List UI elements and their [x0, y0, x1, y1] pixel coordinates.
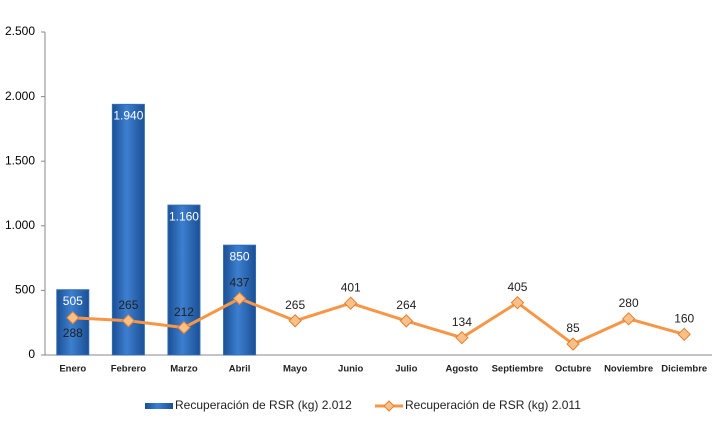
- data-label: 405: [507, 280, 527, 294]
- data-label: 85: [566, 321, 580, 335]
- data-label: 264: [396, 298, 416, 312]
- data-label: 1.160: [169, 209, 199, 223]
- data-label: 505: [63, 294, 83, 308]
- line-marker: [66, 311, 80, 325]
- y-tick-label: 1.500: [5, 153, 35, 167]
- data-label: 212: [174, 305, 194, 319]
- x-tick-label: Abril: [229, 364, 251, 375]
- legend-label: Recuperación de RSR (kg) 2.011: [405, 398, 581, 412]
- legend-swatch: [145, 403, 173, 409]
- y-tick-label: 2.000: [5, 89, 35, 103]
- legend-swatch: [383, 400, 395, 412]
- line-marker: [399, 314, 413, 328]
- legend-label: Recuperación de RSR (kg) 2.012: [175, 398, 352, 412]
- y-tick-label: 1.000: [5, 218, 35, 232]
- bar: [111, 103, 145, 356]
- x-tick-label: Octubre: [555, 364, 591, 375]
- line-marker: [177, 320, 191, 335]
- x-tick-label: Enero: [59, 364, 86, 375]
- line-marker: [288, 314, 302, 328]
- x-tick-label: Agosto: [446, 364, 479, 375]
- line-marker: [566, 337, 580, 351]
- x-tick-label: Febrero: [111, 364, 147, 375]
- line-marker: [121, 314, 136, 328]
- data-label: 265: [285, 298, 305, 312]
- line-marker: [232, 291, 247, 306]
- y-tick-label: 2.500: [5, 24, 35, 38]
- x-tick-label: Julio: [395, 364, 417, 375]
- data-label: 265: [118, 298, 138, 312]
- bar: [223, 244, 257, 356]
- data-label: 850: [230, 249, 250, 263]
- x-tick-label: Junio: [338, 364, 364, 375]
- x-tick-label: Diciembre: [661, 364, 707, 375]
- line-marker: [344, 296, 358, 310]
- data-label: 160: [674, 311, 694, 325]
- data-label: 288: [63, 326, 83, 340]
- data-label: 134: [452, 315, 472, 329]
- data-label: 1.940: [113, 109, 143, 123]
- line-marker: [621, 312, 636, 326]
- x-tick-label: Septiembre: [492, 364, 544, 375]
- data-label: 401: [341, 280, 361, 294]
- line-marker: [455, 330, 469, 345]
- line-marker: [677, 327, 691, 342]
- data-label: 280: [619, 296, 639, 310]
- x-tick-label: Marzo: [170, 364, 198, 375]
- x-tick-label: Mayo: [283, 364, 307, 375]
- y-tick-label: 500: [15, 283, 35, 297]
- x-tick-label: Noviembre: [604, 364, 653, 375]
- y-tick-label: 0: [28, 347, 35, 361]
- data-label: 437: [230, 276, 250, 290]
- line-marker: [510, 295, 525, 310]
- line: [72, 297, 685, 346]
